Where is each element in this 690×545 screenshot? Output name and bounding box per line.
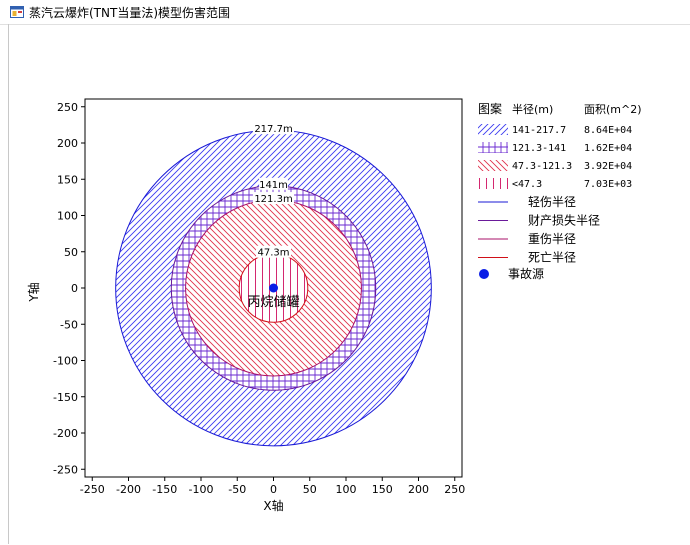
radius-labels: 217.7m 141m 121.3m 47.3m — [252, 122, 295, 259]
y-tick-label: 50 — [64, 246, 78, 259]
y-tick-label: -200 — [53, 427, 78, 440]
window-left-edge — [8, 24, 9, 544]
radius-label-3: 47.3m — [257, 248, 289, 259]
legend-marker — [479, 269, 489, 279]
legend-header-radius: 半径(m) — [512, 102, 553, 116]
legend-area-2: 3.92E+04 — [584, 161, 632, 172]
legend-header-area: 面积(m^2) — [584, 103, 642, 116]
radius-label-2: 121.3m — [254, 194, 292, 205]
x-tick-label: 250 — [444, 483, 465, 496]
legend-swatch-3 — [478, 178, 508, 189]
radius-label-1: 141m — [259, 180, 288, 191]
legend-area-3: 7.03E+03 — [584, 179, 632, 190]
y-axis-label: Y轴 — [26, 282, 41, 302]
legend-header-pattern: 图案 — [478, 101, 502, 116]
x-axis-label: X轴 — [263, 498, 283, 513]
y-axis: -250 -200 -150 -100 -50 0 50 100 150 200 250 — [53, 101, 85, 476]
app-window-icon — [10, 6, 24, 18]
x-tick-label: 200 — [408, 483, 429, 496]
x-tick-label: -50 — [228, 483, 246, 496]
y-tick-label: 0 — [71, 282, 78, 295]
legend: 图案 半径(m) 面积(m^2) 141-217.7 8.64E+04 121.3-141… — [478, 101, 642, 281]
x-tick-label: -200 — [116, 483, 141, 496]
radius-label-0: 217.7m — [254, 124, 292, 135]
legend-area-0: 8.64E+04 — [584, 125, 632, 136]
x-axis: -250 -200 -150 -100 -50 0 50 100 150 200 250 — [80, 477, 465, 496]
radius-label-bg-0 — [252, 122, 295, 135]
legend-line-label-0: 轻伤半径 — [528, 195, 576, 209]
legend-range-1: 121.3-141 — [512, 143, 566, 154]
title-bar: 蒸汽云爆炸(TNT当量法)模型伤害范围 — [0, 0, 690, 24]
y-tick-label: 250 — [57, 101, 78, 114]
y-tick-label: -150 — [53, 391, 78, 404]
radius-label-bg-3 — [256, 245, 291, 258]
y-tick-label: -100 — [53, 355, 78, 368]
legend-range-2: 47.3-121.3 — [512, 161, 572, 172]
radius-label-bg-1 — [259, 177, 288, 190]
x-tick-label: 50 — [303, 483, 317, 496]
y-tick-label: -50 — [60, 318, 78, 331]
accident-source-label: 丙烷储罐 — [247, 295, 299, 310]
legend-range-3: <47.3 — [512, 179, 542, 190]
window-title: 蒸汽云爆炸(TNT当量法)模型伤害范围 — [29, 5, 231, 20]
legend-line-label-1: 财产损失半径 — [528, 213, 600, 228]
legend-swatch-0 — [478, 124, 508, 135]
legend-swatch-1 — [478, 142, 508, 153]
x-tick-label: -150 — [152, 483, 177, 496]
x-tick-label: 100 — [336, 483, 357, 496]
legend-line-label-2: 重伤半径 — [528, 232, 576, 246]
legend-marker-label: 事故源 — [508, 266, 544, 281]
legend-line-label-3: 死亡半径 — [528, 251, 576, 265]
radius-label-bg-2 — [252, 192, 295, 205]
legend-area-1: 1.62E+04 — [584, 143, 632, 154]
x-tick-label: -250 — [80, 483, 105, 496]
x-tick-label: -100 — [189, 483, 214, 496]
accident-source-marker — [269, 283, 278, 293]
y-tick-label: 200 — [57, 137, 78, 150]
y-tick-label: -250 — [53, 463, 78, 476]
y-tick-label: 100 — [57, 210, 78, 223]
y-tick-label: 150 — [57, 173, 78, 186]
legend-swatch-2 — [478, 160, 508, 171]
x-tick-label: 0 — [270, 483, 277, 496]
legend-range-0: 141-217.7 — [512, 125, 566, 136]
x-tick-label: 150 — [372, 483, 393, 496]
